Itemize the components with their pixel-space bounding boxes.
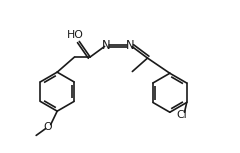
Text: N: N [126,39,134,52]
Text: Cl: Cl [176,110,186,120]
Text: O: O [44,122,52,132]
Text: HO: HO [67,30,84,40]
Text: N: N [102,39,111,52]
